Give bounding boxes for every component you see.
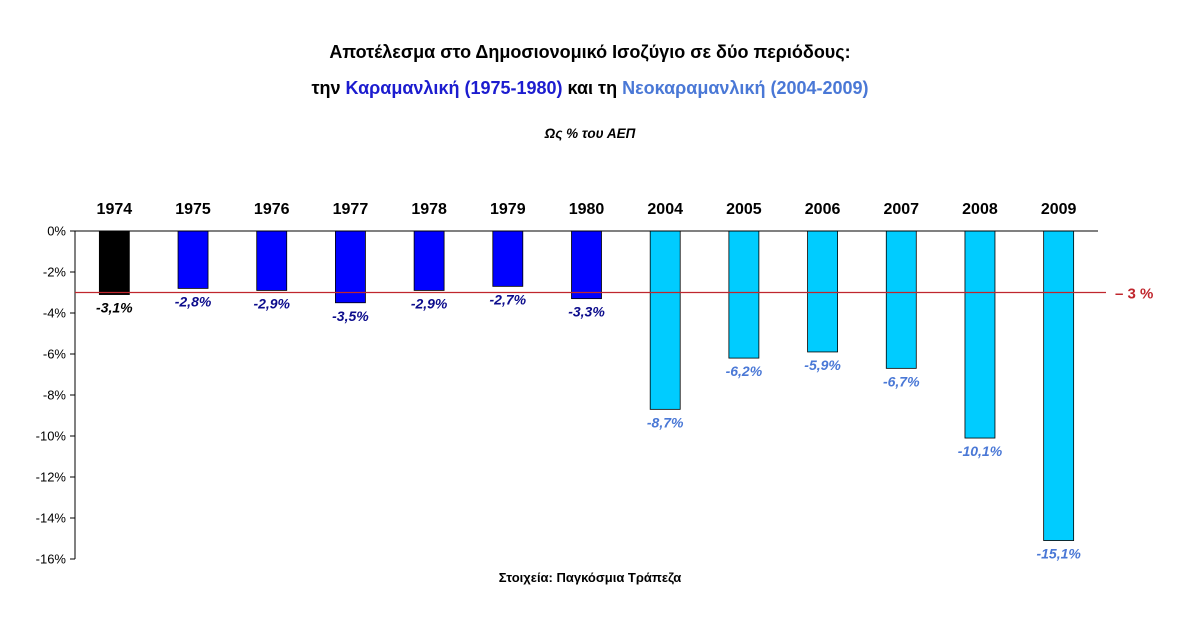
bar-1974 [98,230,130,295]
bar-1975 [177,230,209,289]
bar-1979 [492,230,524,287]
reference-line-label: – 3 % [1115,286,1153,303]
y-tick-label: -4% [43,306,67,321]
x-tick-label: 2004 [647,201,683,218]
chart-title-line1: Αποτέλεσμα στο Δημοσιονομικό Ισοζύγιο σε… [329,42,851,62]
x-tick-label: 1976 [254,201,290,218]
y-tick-label: -2% [43,265,67,280]
bar-1978 [413,230,445,291]
bar-2006 [807,230,838,353]
data-label: -5,9% [804,357,841,373]
data-label: -2,9% [253,295,290,311]
data-label: -3,5% [332,308,369,324]
x-tick-label: 1979 [490,201,526,218]
data-label: -10,1% [958,443,1003,459]
x-tick-label: 1977 [333,201,369,218]
y-tick-label: -14% [36,511,67,526]
bar-2008 [964,230,996,439]
data-label: -2,7% [490,291,527,307]
source-note: Στοιχεία: Παγκόσμια Τράπεζα [498,570,682,585]
x-tick-label: 1974 [97,201,133,218]
bar-1976 [256,230,288,291]
y-tick-label: -16% [36,552,67,567]
chart-subtitle: Ως % του ΑΕΠ [544,126,636,141]
data-label: -15,1% [1036,546,1081,562]
data-label: -8,7% [647,414,684,430]
x-tick-label: 2009 [1041,201,1077,218]
y-tick-label: -6% [43,347,67,362]
x-tick-label: 2008 [962,201,998,218]
data-label: -6,2% [726,363,763,379]
data-label: -2,8% [175,293,212,309]
x-tick-label: 2006 [805,201,841,218]
x-tick-label: 1975 [175,201,211,218]
data-label: -3,1% [96,300,133,316]
title-period2: Νεοκαραμανλική (2004-2009) [622,78,869,98]
y-tick-label: -12% [36,470,67,485]
x-tick-label: 2005 [726,201,762,218]
x-tick-label: 1980 [569,201,605,218]
data-label: -2,9% [411,295,448,311]
y-tick-label: 0% [47,224,66,239]
x-tick-label: 2007 [883,201,919,218]
data-label: -6,7% [883,373,920,389]
bar-1980 [571,230,602,300]
data-label: -3,3% [568,304,605,320]
chart-title-line2: την Καραμανλική (1975-1980) και τη Νεοκα… [0,78,1180,99]
bar-2004 [649,230,681,410]
title-prefix: την [311,78,346,98]
y-tick-label: -8% [43,388,67,403]
bar-2007 [885,230,917,369]
bar-1977 [335,230,366,304]
bar-2005 [728,230,760,359]
title-period1: Καραμανλική (1975-1980) [345,78,563,98]
x-tick-label: 1978 [411,201,447,218]
y-tick-label: -10% [36,429,67,444]
title-middle: και τη [562,78,623,98]
bar-2009 [1043,230,1075,541]
